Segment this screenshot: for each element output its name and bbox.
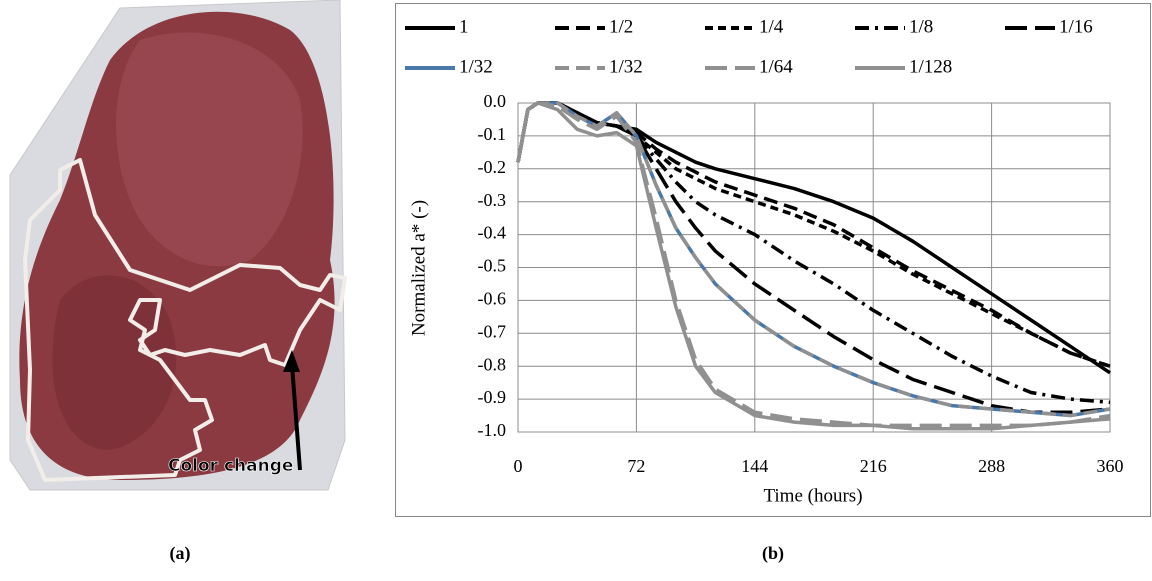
y-tick-label: -0.6 (478, 289, 507, 309)
y-tick-label: -0.1 (478, 124, 507, 144)
legend-label: 1/2 (609, 16, 633, 37)
legend-label: 1/32 (459, 56, 493, 77)
y-tick-label: -1.0 (478, 420, 507, 440)
x-tick-label: 288 (978, 456, 1005, 476)
x-tick-label: 0 (514, 456, 523, 476)
legend-label: 1/32 (609, 56, 643, 77)
x-tick-label: 72 (627, 456, 645, 476)
legend-label: 1/128 (909, 56, 952, 77)
legend-label: 1/16 (1059, 16, 1093, 37)
data-line (516, 101, 1111, 428)
panel-caption: (b) (762, 543, 784, 564)
x-tick-label: 144 (741, 456, 768, 476)
annotation: Color change (168, 456, 293, 476)
panel-caption: (a) (170, 543, 191, 564)
legend-label: 1 (459, 16, 469, 37)
y-tick-label: -0.7 (478, 321, 507, 341)
plot: 0.0 -0.1 -0.2 -0.3 -0.4 -0.5 -0.6 -0.7 -0.8 -0.9 -… (405, 16, 1124, 476)
y-tick-label: -0.5 (478, 256, 507, 276)
legend-label: 1/64 (759, 56, 793, 77)
plot-border (517, 102, 1111, 433)
x-tick-label: 360 (1097, 456, 1124, 476)
x-tick-label: 216 (860, 456, 887, 476)
meat-photo (9, 0, 347, 491)
y-tick-label: -0.3 (478, 190, 507, 210)
x-axis-label: Time (hours) (763, 485, 862, 506)
y-tick-label: 0.0 (484, 91, 507, 111)
y-tick-label: -0.8 (478, 354, 507, 374)
y-tick-label: -0.4 (478, 223, 507, 243)
legend-label: 1/4 (759, 16, 784, 37)
data-line (516, 101, 1111, 431)
legend-label: 1/8 (909, 16, 933, 37)
data-line (516, 101, 1111, 418)
chart-frame (395, 3, 1151, 517)
y-tick-label: -0.2 (478, 157, 507, 177)
y-axis-label: Normalized a* (-) (408, 200, 429, 336)
y-tick-label: -0.9 (478, 387, 507, 407)
